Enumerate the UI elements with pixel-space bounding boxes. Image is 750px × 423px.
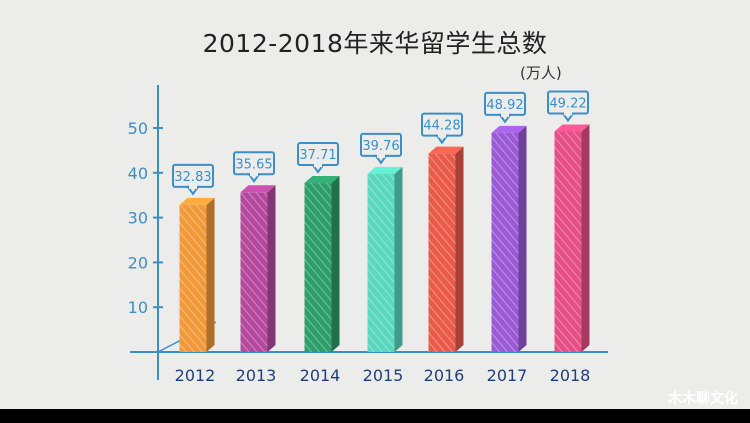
x-tick-label: 2013 <box>236 366 277 385</box>
bar-side-2015 <box>394 166 403 352</box>
bar-side-2012 <box>206 197 215 352</box>
bar-side-2013 <box>267 185 276 352</box>
bar-side-2016 <box>455 146 464 352</box>
bar-top-2014 <box>304 176 340 184</box>
bar-side-2017 <box>518 125 527 352</box>
bar-top-2013 <box>240 185 276 193</box>
bar-2016 <box>428 153 456 352</box>
bar-side-2014 <box>331 176 340 352</box>
watermark-text: 木木聊文化 <box>668 391 738 407</box>
bar-side-2018 <box>581 124 590 352</box>
x-tick-label: 2017 <box>487 366 528 385</box>
data-label: 39.76 <box>362 139 399 154</box>
bar-2013 <box>240 192 268 352</box>
bar-top-2016 <box>428 146 464 154</box>
chart-unit-label: (万人) <box>520 64 562 82</box>
bar-2018 <box>554 131 582 352</box>
x-tick-label: 2014 <box>300 366 341 385</box>
data-label: 37.71 <box>299 148 336 163</box>
y-tick-label: 30 <box>128 209 148 228</box>
y-tick-label: 10 <box>128 298 148 317</box>
data-label: 49.22 <box>549 96 586 111</box>
data-label: 35.65 <box>235 157 272 172</box>
bar-top-2017 <box>491 125 527 133</box>
bar-2014 <box>304 183 332 352</box>
y-tick-label: 50 <box>128 119 148 138</box>
x-tick-label: 2012 <box>175 366 216 385</box>
data-label: 32.83 <box>174 170 211 185</box>
bar-top-2015 <box>367 166 403 174</box>
data-label: 48.92 <box>486 98 523 113</box>
x-tick-label: 2016 <box>424 366 465 385</box>
bar-2012 <box>179 204 207 352</box>
y-tick-label: 40 <box>128 164 148 183</box>
x-tick-label: 2018 <box>550 366 591 385</box>
data-label: 44.28 <box>423 119 460 134</box>
bar-2017 <box>491 132 519 352</box>
bar-top-2012 <box>179 197 215 205</box>
chart-title: 2012-2018年来华留学生总数 <box>202 29 548 58</box>
y-tick-label: 20 <box>128 253 148 272</box>
x-tick-label: 2015 <box>363 366 404 385</box>
bar-top-2018 <box>554 124 590 132</box>
bar-2015 <box>367 173 395 352</box>
